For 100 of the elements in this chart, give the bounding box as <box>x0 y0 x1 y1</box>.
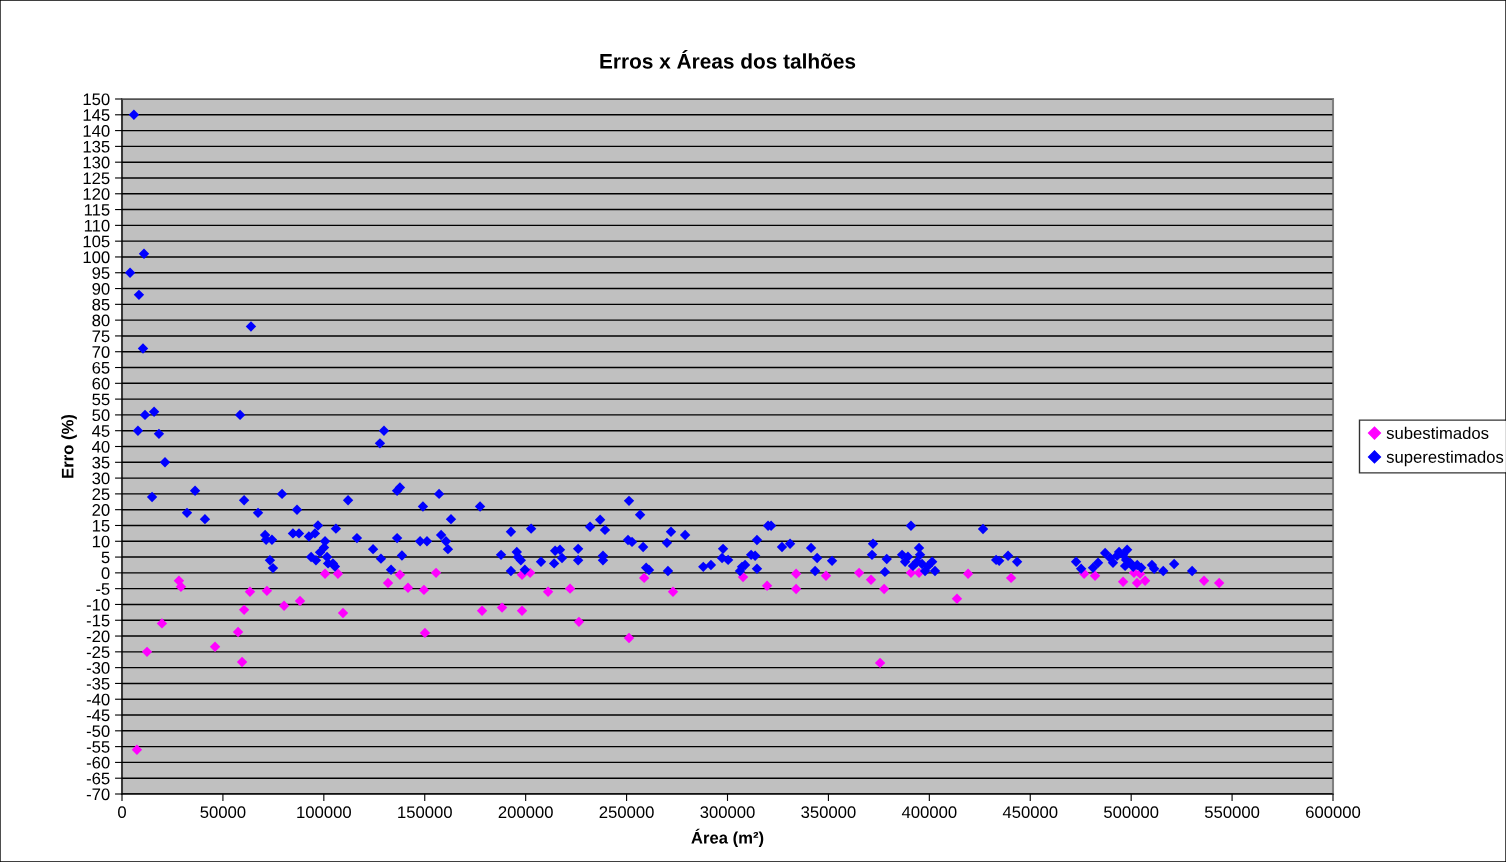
point <box>667 586 679 598</box>
y-tick-label: 30 <box>92 472 110 485</box>
x-tick-label: 200000 <box>498 806 553 819</box>
point <box>1117 576 1129 587</box>
point <box>232 626 244 638</box>
y-tick-label: 60 <box>92 377 110 390</box>
x-tick-label: 150000 <box>398 806 452 819</box>
point <box>141 646 153 658</box>
point <box>156 618 168 629</box>
y-tick-label: 50 <box>92 409 110 422</box>
y-tick-label: 80 <box>92 314 110 327</box>
y-tick-label: -35 <box>86 677 110 690</box>
point <box>1131 577 1143 589</box>
point <box>496 602 508 613</box>
point <box>820 570 832 581</box>
y-tick-label: -55 <box>86 741 110 753</box>
y-tick-label: 35 <box>92 456 110 469</box>
point <box>874 657 886 669</box>
point <box>1213 577 1225 589</box>
x-tick-label: 550000 <box>1204 806 1260 819</box>
y-tick-label: -10 <box>86 598 110 611</box>
x-tick-label: 500000 <box>1104 806 1159 819</box>
point <box>319 568 331 580</box>
point <box>878 583 890 595</box>
point <box>564 583 576 594</box>
point <box>542 586 554 598</box>
y-tick-label: -30 <box>86 662 110 674</box>
point <box>951 593 963 604</box>
point <box>623 632 635 644</box>
x-tick-label: 350000 <box>801 806 856 819</box>
y-tick-label: 90 <box>92 282 110 295</box>
x-tick-label: 0 <box>118 806 126 819</box>
point <box>1005 572 1017 584</box>
point <box>209 641 221 652</box>
point <box>573 616 585 628</box>
y-tick-label: 110 <box>84 219 110 232</box>
chart-title: Erros x Áreas dos talhões <box>600 49 856 69</box>
y-axis-title: Erro (%) <box>61 414 77 478</box>
y-tick-label: -5 <box>96 583 110 595</box>
point <box>430 567 442 579</box>
y-tick-label: 95 <box>92 267 110 279</box>
point <box>790 568 802 580</box>
y-tick-label: 115 <box>84 204 110 216</box>
point <box>382 577 394 589</box>
x-tick-label: 600000 <box>1306 806 1361 819</box>
point <box>476 605 488 616</box>
y-tick-label: -15 <box>86 614 110 627</box>
x-tick-label: 300000 <box>700 806 755 819</box>
point <box>332 568 344 580</box>
x-axis-title: Área (m²) <box>691 828 764 847</box>
point <box>261 585 273 597</box>
point <box>790 583 802 595</box>
point <box>337 607 349 619</box>
y-tick-label: -70 <box>86 788 110 801</box>
y-tick-label: -20 <box>86 630 110 643</box>
point <box>761 580 773 592</box>
y-tick-label: 40 <box>92 440 110 453</box>
point <box>236 656 248 668</box>
y-tick-label: -60 <box>86 756 110 769</box>
y-tick-label: 15 <box>92 520 110 532</box>
point <box>402 582 414 593</box>
y-tick-label: -40 <box>86 693 110 706</box>
point <box>131 744 143 755</box>
y-tick-label: 120 <box>83 188 110 200</box>
point <box>419 627 431 639</box>
point <box>294 595 306 607</box>
y-tick-label: 85 <box>92 298 110 311</box>
y-tick-label: 0 <box>101 567 110 580</box>
point <box>1198 575 1210 586</box>
y-tick-label: 45 <box>92 425 110 437</box>
y-tick-label: 55 <box>92 393 110 406</box>
point <box>418 584 430 596</box>
point <box>516 605 528 616</box>
y-tick-label: 105 <box>83 235 110 248</box>
point <box>1139 575 1151 586</box>
y-tick-label: -65 <box>86 772 110 785</box>
y-tick-label: 135 <box>83 140 110 153</box>
y-tick-label: 140 <box>83 124 110 137</box>
legend-label: subestimados <box>1386 426 1489 440</box>
y-tick-label: -45 <box>86 709 110 722</box>
y-tick-label: 25 <box>92 488 110 501</box>
x-tick-label: 400000 <box>901 806 957 819</box>
y-tick-label: 100 <box>83 251 110 264</box>
y-tick-label: -25 <box>86 646 110 659</box>
y-tick-label: 5 <box>101 551 110 564</box>
point <box>394 569 406 580</box>
point <box>962 568 974 580</box>
x-tick-label: 100000 <box>297 806 351 819</box>
point <box>244 586 256 598</box>
point <box>638 572 650 584</box>
x-tick-label: 450000 <box>1002 806 1058 819</box>
point <box>175 581 187 592</box>
point <box>853 567 865 579</box>
legend-label: superestimados <box>1386 450 1504 467</box>
y-tick-label: 125 <box>83 172 110 185</box>
y-tick-label: 75 <box>92 330 110 343</box>
y-tick-label: 20 <box>92 504 110 516</box>
point <box>737 571 749 583</box>
y-tick-label: 145 <box>83 109 110 121</box>
y-tick-label: 130 <box>83 156 110 169</box>
